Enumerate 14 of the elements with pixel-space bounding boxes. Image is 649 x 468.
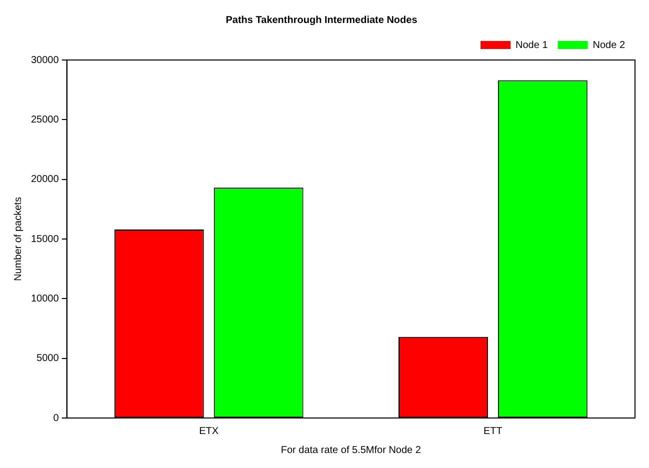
y-tick-label: 25000 [30, 114, 60, 126]
y-axis-title: Number of packets [12, 197, 24, 281]
chart-title: Paths Takenthrough Intermediate Nodes [226, 14, 418, 26]
y-tick-label: 0 [53, 412, 60, 424]
y-tick-label: 10000 [30, 293, 60, 304]
x-tick-label: ETT [484, 426, 502, 437]
y-tick-label: 20000 [30, 174, 60, 186]
legend-label: Node 2 [592, 40, 626, 51]
y-tick-label: 5000 [36, 353, 60, 364]
x-tick-label: ETX [199, 426, 219, 437]
legend-label: Node 1 [516, 40, 548, 51]
y-tick-label: 15000 [30, 234, 60, 245]
x-axis-title: For data rate of 5.5Mfor Node 2 [280, 444, 422, 456]
y-tick-label: 30000 [30, 54, 60, 66]
